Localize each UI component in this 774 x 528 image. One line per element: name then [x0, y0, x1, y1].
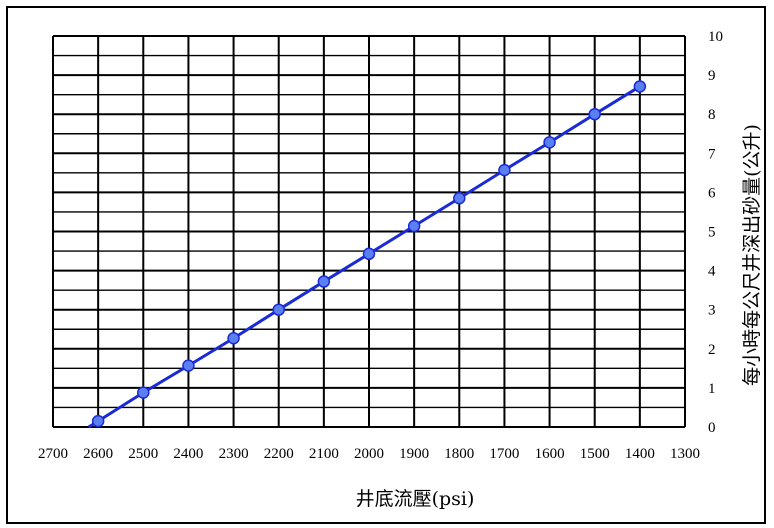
x-tick-label: 2400: [173, 446, 203, 462]
data-point: [633, 80, 647, 93]
data-point: [272, 303, 285, 316]
x-tick-label: 1500: [580, 446, 610, 462]
data-point: [407, 219, 421, 233]
data-point: [362, 247, 376, 261]
grid: [52, 35, 686, 428]
y-tick-label: 1: [708, 381, 716, 397]
y-tick-label: 2: [708, 342, 716, 358]
y-tick-label: 4: [708, 264, 716, 280]
x-tick-label: 2600: [83, 446, 113, 462]
x-tick-label: 2100: [309, 446, 339, 462]
y-tick-label: 8: [708, 107, 716, 123]
y-tick-label: 0: [708, 420, 716, 436]
x-tick-label: 1800: [444, 446, 474, 462]
x-tick-label: 1600: [535, 446, 565, 462]
x-tick-label: 1400: [625, 446, 655, 462]
data-point: [137, 386, 150, 399]
y-tick-label: 3: [708, 303, 716, 319]
x-tick-label: 2500: [128, 446, 158, 462]
x-tick-label: 1700: [489, 446, 519, 462]
x-tick-label: 2200: [264, 446, 294, 462]
data-point: [588, 107, 601, 121]
y-tick-label: 7: [708, 146, 716, 162]
y-tick-label: 5: [708, 225, 716, 241]
y-axis-title: 每小時每公尺井深出砂量(公升): [741, 124, 763, 386]
x-tick-label: 1300: [670, 446, 700, 462]
x-tick-labels: 2700 2600 2500 2400 2300 2200 2100 2000 1900 1800…: [38, 446, 700, 462]
data-point: [91, 414, 105, 428]
x-axis-title: 井底流壓(psi): [356, 488, 475, 510]
data-point: [498, 163, 511, 177]
data-point: [227, 331, 240, 345]
data-point: [182, 359, 195, 372]
data-point: [453, 192, 466, 205]
x-tick-label: 2300: [219, 446, 249, 462]
x-tick-label: 2000: [354, 446, 384, 462]
y-tick-label: 10: [708, 29, 723, 45]
x-tick-label: 2700: [38, 446, 68, 462]
y-tick-label: 6: [708, 185, 716, 201]
y-tick-labels: 0 1 2 3 4 5 6 7 8 9 10: [708, 29, 723, 436]
series-group: [87, 80, 647, 429]
data-point: [543, 136, 556, 149]
series-line: [87, 85, 641, 429]
y-tick-label: 9: [708, 68, 716, 84]
data-point: [317, 275, 331, 288]
x-tick-label: 1900: [399, 446, 429, 462]
